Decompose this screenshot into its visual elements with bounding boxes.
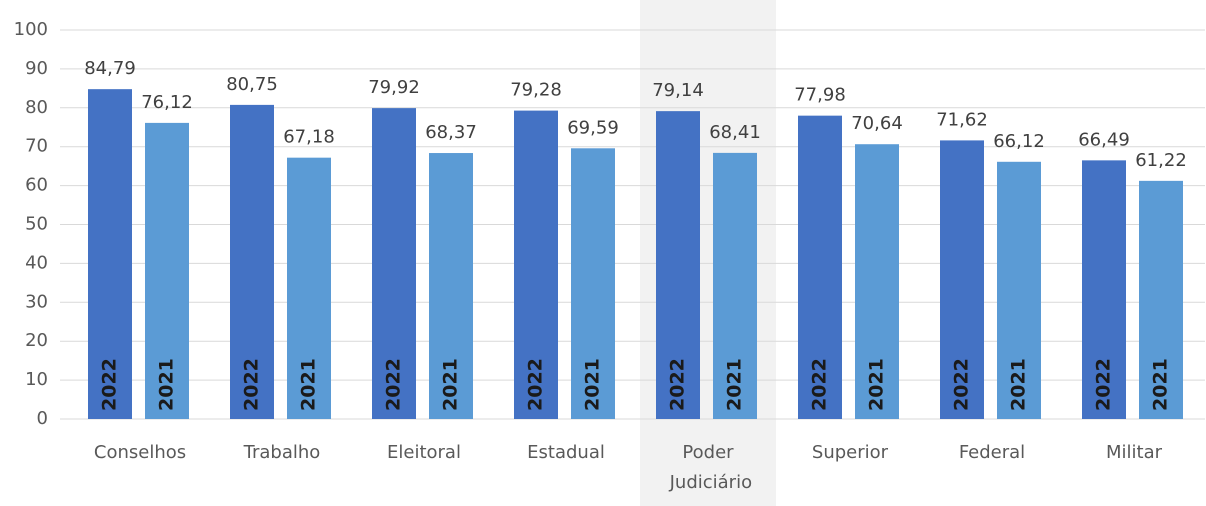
series-name: 2022 <box>667 358 689 411</box>
y-tick-label: 90 <box>25 58 48 79</box>
x-tick-label: Superior <box>812 442 889 463</box>
x-tick-label: Trabalho <box>243 442 321 463</box>
y-tick-label: 20 <box>25 330 48 351</box>
bar <box>429 153 473 419</box>
value-label: 68,37 <box>425 122 477 143</box>
value-label: 67,18 <box>283 127 335 148</box>
bar <box>656 111 700 420</box>
bar <box>713 152 757 419</box>
bar <box>798 115 842 419</box>
value-label: 84,79 <box>84 58 136 79</box>
series-name: 2021 <box>724 358 746 411</box>
series-name: 2022 <box>951 358 973 411</box>
value-label: 68,41 <box>709 122 761 143</box>
series-name: 2021 <box>156 358 178 411</box>
bar <box>571 148 615 419</box>
series-name: 2021 <box>582 358 604 411</box>
y-tick-label: 30 <box>25 291 48 312</box>
series-name: 2022 <box>1093 358 1115 411</box>
series-name: 2021 <box>866 358 888 411</box>
y-tick-label: 100 <box>14 19 48 40</box>
x-tick-label: Federal <box>959 442 1025 463</box>
value-label: 70,64 <box>851 113 903 134</box>
series-name: 2022 <box>383 358 405 411</box>
series-name: 2022 <box>241 358 263 411</box>
bar <box>88 89 132 419</box>
x-tick-label: Poder Judiciário <box>664 442 752 493</box>
y-tick-label: 50 <box>25 214 48 235</box>
bar <box>287 157 331 419</box>
value-label: 79,92 <box>368 77 420 98</box>
y-tick-label: 60 <box>25 175 48 196</box>
value-label: 79,14 <box>652 80 704 101</box>
y-tick-label: 10 <box>25 369 48 390</box>
bar <box>514 110 558 419</box>
value-label: 61,22 <box>1135 150 1187 171</box>
bar <box>1082 160 1126 420</box>
x-tick-label: Conselhos <box>94 442 186 463</box>
bar <box>940 140 984 419</box>
series-name: 2021 <box>440 358 462 411</box>
bar <box>1139 180 1183 419</box>
value-label: 66,12 <box>993 131 1045 152</box>
series-name: 2022 <box>99 358 121 411</box>
bar <box>145 122 189 420</box>
series-name: 2021 <box>1150 358 1172 411</box>
value-label: 80,75 <box>226 74 278 95</box>
x-tick-label: Estadual <box>527 442 605 463</box>
value-label: 77,98 <box>794 85 846 106</box>
value-label: 69,59 <box>567 117 619 138</box>
y-tick-label: 80 <box>25 97 48 118</box>
x-tick-label: Militar <box>1106 442 1163 463</box>
series-name: 2022 <box>809 358 831 411</box>
bar <box>855 144 899 420</box>
y-tick-label: 0 <box>37 408 48 429</box>
value-label: 76,12 <box>141 92 193 113</box>
bar <box>372 108 416 419</box>
bar <box>997 161 1041 419</box>
value-label: 71,62 <box>936 109 988 130</box>
y-tick-label: 40 <box>25 252 48 273</box>
value-label: 66,49 <box>1078 129 1130 150</box>
value-label: 79,28 <box>510 80 562 101</box>
bar <box>230 104 274 419</box>
series-name: 2021 <box>1008 358 1030 411</box>
y-tick-label: 70 <box>25 136 48 157</box>
x-tick-label: Eleitoral <box>387 442 461 463</box>
series-name: 2021 <box>298 358 320 411</box>
series-name: 2022 <box>525 358 547 411</box>
